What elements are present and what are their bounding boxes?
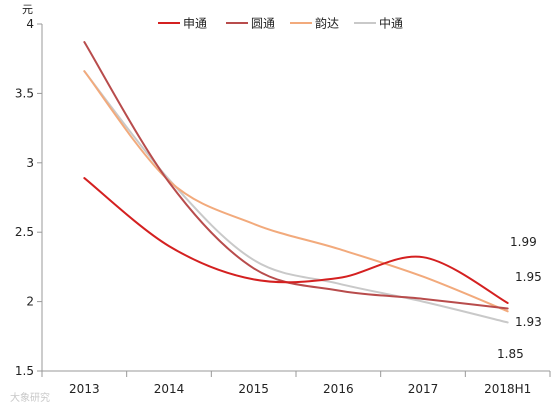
x-tick-label: 2013 [69, 382, 100, 396]
y-unit-label: 元 [22, 3, 33, 16]
end-value-label: 1.95 [515, 270, 542, 284]
series-layer [83, 41, 509, 324]
series-line [83, 70, 509, 324]
legend-label: 中通 [379, 16, 403, 31]
y-tick-label: 4 [26, 17, 34, 31]
end-value-label: 1.85 [497, 347, 524, 361]
end-value-label: 1.93 [515, 315, 542, 329]
y-tick-label: 2.5 [15, 225, 34, 239]
x-tick-label: 2017 [408, 382, 439, 396]
y-tick-label: 3.5 [15, 86, 34, 100]
end-value-label: 1.99 [510, 235, 537, 249]
watermark: 大象研究 [10, 391, 50, 404]
x-tick-label: 2016 [323, 382, 354, 396]
y-tick-label: 2 [26, 295, 34, 309]
y-tick-label: 1.5 [15, 364, 34, 378]
y-tick-label: 3 [26, 156, 34, 170]
series-line [83, 41, 509, 310]
series-line [83, 177, 509, 304]
legend-label: 圆通 [251, 17, 275, 31]
end-labels: 1.99 1.95 1.93 1.85 [497, 235, 542, 361]
x-tick-label: 2018H1 [484, 382, 531, 396]
x-tick-label: 2014 [154, 382, 185, 396]
series-line [83, 70, 509, 313]
legend-label: 韵达 [315, 16, 339, 31]
axes: 1.5 2 2.5 3 3.5 4 2013 2014 2015 2016 2017 2018H1 [15, 17, 551, 396]
legend-label: 申通 [183, 17, 207, 31]
legend: 申通 圆通 韵达 中通 [158, 16, 403, 31]
x-tick-label: 2015 [238, 382, 269, 396]
